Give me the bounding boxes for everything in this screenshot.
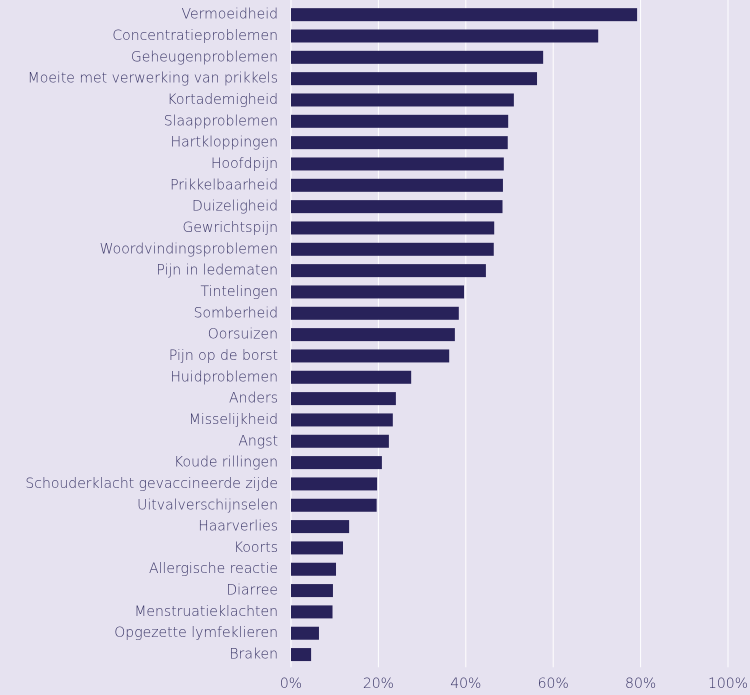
y-tick-label: Pijn in ledematen	[156, 263, 278, 279]
y-tick-label: Braken	[229, 647, 278, 663]
y-tick-label: Haarverlies	[198, 519, 278, 535]
y-tick-label: Tintelingen	[200, 284, 278, 300]
bar	[291, 434, 389, 448]
y-tick-label: Duizeligheid	[192, 199, 278, 215]
y-tick-label: Koorts	[234, 540, 278, 556]
bar	[291, 392, 396, 406]
y-tick-label: Hoofdpijn	[211, 156, 278, 172]
bar	[291, 200, 503, 214]
bar	[291, 72, 538, 86]
bar	[291, 328, 455, 342]
y-tick-label: Vermoeidheid	[182, 7, 278, 23]
bar	[291, 264, 486, 278]
y-tick-label: Hartkloppingen	[171, 135, 278, 151]
y-tick-label: Woordvindingsproblemen	[100, 241, 278, 257]
y-tick-label: Uitvalverschijnselen	[137, 497, 278, 513]
bar	[291, 93, 514, 107]
bar	[291, 306, 459, 320]
bar	[291, 242, 494, 256]
y-tick-label: Concentratieproblemen	[112, 28, 278, 44]
y-tick-label: Opgezette lymfeklieren	[114, 625, 278, 641]
bar	[291, 413, 393, 427]
bar	[291, 605, 333, 619]
bar	[291, 221, 495, 235]
y-tick-label: Gewrichtspijn	[183, 220, 278, 236]
y-tick-label: Koude rillingen	[174, 455, 278, 471]
bar	[291, 456, 382, 470]
y-tick-label: Kortademigheid	[167, 92, 278, 108]
y-tick-label: Menstruatieklachten	[134, 604, 278, 620]
bar	[291, 584, 333, 598]
x-tick-label: 60%	[538, 676, 569, 692]
bar	[291, 498, 377, 512]
y-tick-label: Somberheid	[194, 305, 278, 321]
x-tick-label: 0%	[280, 676, 302, 692]
bar	[291, 50, 544, 64]
y-tick-label: Anders	[229, 391, 278, 407]
y-tick-label: Allergische reactie	[149, 561, 278, 577]
bar	[291, 541, 344, 555]
bar	[291, 477, 378, 491]
y-tick-label: Angst	[238, 433, 278, 449]
bar	[291, 520, 350, 534]
x-tick-label: 80%	[625, 676, 656, 692]
bar	[291, 8, 638, 22]
bar	[291, 285, 465, 299]
bar	[291, 349, 450, 363]
bar	[291, 136, 508, 150]
y-tick-label: Moeite met verwerking van prikkels	[28, 71, 278, 87]
y-tick-label: Misselijkheid	[189, 412, 278, 428]
y-tick-label: Huidproblemen	[170, 369, 278, 385]
bar	[291, 114, 509, 128]
y-tick-label: Diarree	[226, 583, 278, 599]
x-tick-label: 20%	[363, 676, 394, 692]
y-tick-label: Slaapproblemen	[164, 113, 278, 129]
y-tick-label: Prikkelbaarheid	[170, 177, 278, 193]
bar	[291, 157, 504, 171]
y-tick-label: Oorsuizen	[208, 327, 278, 343]
bar	[291, 648, 312, 662]
bar	[291, 29, 599, 43]
y-tick-label: Schouderklacht gevaccineerde zijde	[25, 476, 278, 492]
bar	[291, 562, 337, 576]
bar	[291, 370, 412, 384]
x-tick-label: 100%	[708, 676, 748, 692]
x-tick-label: 40%	[450, 676, 481, 692]
bar	[291, 626, 319, 640]
y-tick-label: Pijn op de borst	[169, 348, 278, 364]
bar	[291, 178, 503, 192]
y-tick-label: Geheugenproblemen	[131, 49, 278, 65]
